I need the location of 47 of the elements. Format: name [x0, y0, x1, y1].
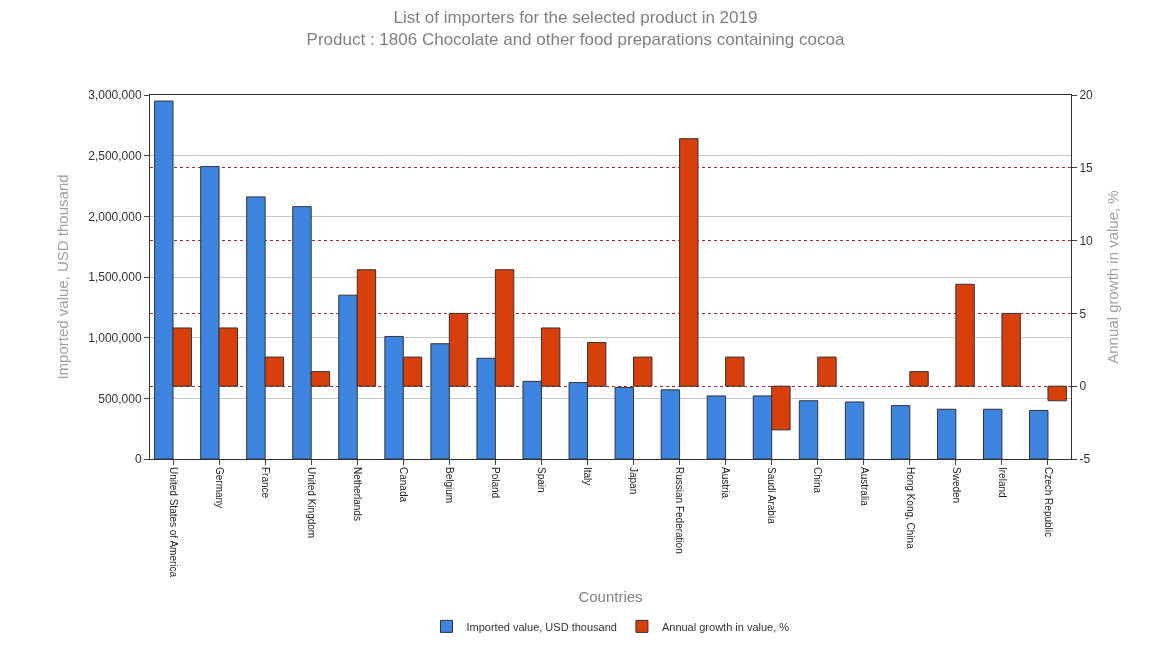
x-tick-label: Czech Republic: [1042, 467, 1054, 538]
bar: [725, 356, 745, 387]
x-tick-label: Saudi Arabia: [766, 467, 778, 525]
y2-tick-label: 10: [1079, 233, 1094, 248]
legend-label: Imported value, USD thousand: [466, 620, 617, 633]
y-axis-title: Imported value, USD thousand: [54, 174, 72, 380]
y2-tick-label: 15: [1079, 161, 1094, 175]
x-tick-label: Italy: [582, 467, 594, 486]
x-tick-label: Australia: [858, 467, 870, 507]
x-tick-label: Belgium: [444, 467, 456, 504]
y2-tick-label: 5: [1079, 306, 1087, 321]
x-tick-label: Poland: [490, 467, 502, 499]
x-tick-label: China: [812, 467, 824, 494]
x-tick-label: Ireland: [996, 467, 1008, 498]
chart-subtitle: Product : 1806 Chocolate and other food preparations containing cocoa: [306, 29, 845, 49]
bar: [679, 138, 699, 387]
y-tick-label: 2,500,000: [88, 148, 142, 163]
x-tick-label: Spain: [536, 467, 548, 493]
bar: [955, 283, 975, 387]
bar: [1001, 312, 1021, 387]
y2-tick-label: 20: [1079, 88, 1094, 103]
y-tick-label: 3,000,000: [88, 88, 142, 103]
x-tick-label: Sweden: [950, 467, 962, 504]
y-tick-label: 500,000: [98, 391, 142, 406]
y2-tick-label: 0: [1079, 379, 1087, 394]
legend-label: Annual growth in value, %: [661, 620, 790, 633]
x-tick-label: Germany: [213, 467, 225, 509]
x-axis-title: Countries: [578, 588, 643, 606]
bar: [909, 371, 929, 387]
y-tick-label: 1,000,000: [88, 330, 142, 345]
y2-tick-label: -5: [1079, 452, 1091, 467]
x-tick-label: Hong Kong, China: [904, 467, 916, 550]
x-tick-label: Netherlands: [351, 467, 363, 521]
x-tick-label: Canada: [398, 467, 410, 503]
chart-title: List of importers for the selected product in 2019: [393, 7, 758, 27]
bar: [817, 356, 837, 387]
y-tick-label: 1,500,000: [88, 270, 142, 285]
y-tick-label: 0: [134, 452, 142, 467]
x-tick-label: Russian Federation: [674, 467, 686, 554]
y2-axis-title: Annual growth in value, %: [1104, 190, 1122, 364]
y-tick-label: 2,000,000: [88, 209, 142, 224]
x-tick-label: Austria: [720, 467, 732, 499]
bar: [1047, 385, 1067, 402]
x-tick-label: United States of America: [167, 467, 179, 578]
x-tick-label: Japan: [628, 467, 640, 495]
x-tick-label: France: [259, 467, 271, 499]
x-tick-label: United Kingdom: [305, 467, 317, 539]
